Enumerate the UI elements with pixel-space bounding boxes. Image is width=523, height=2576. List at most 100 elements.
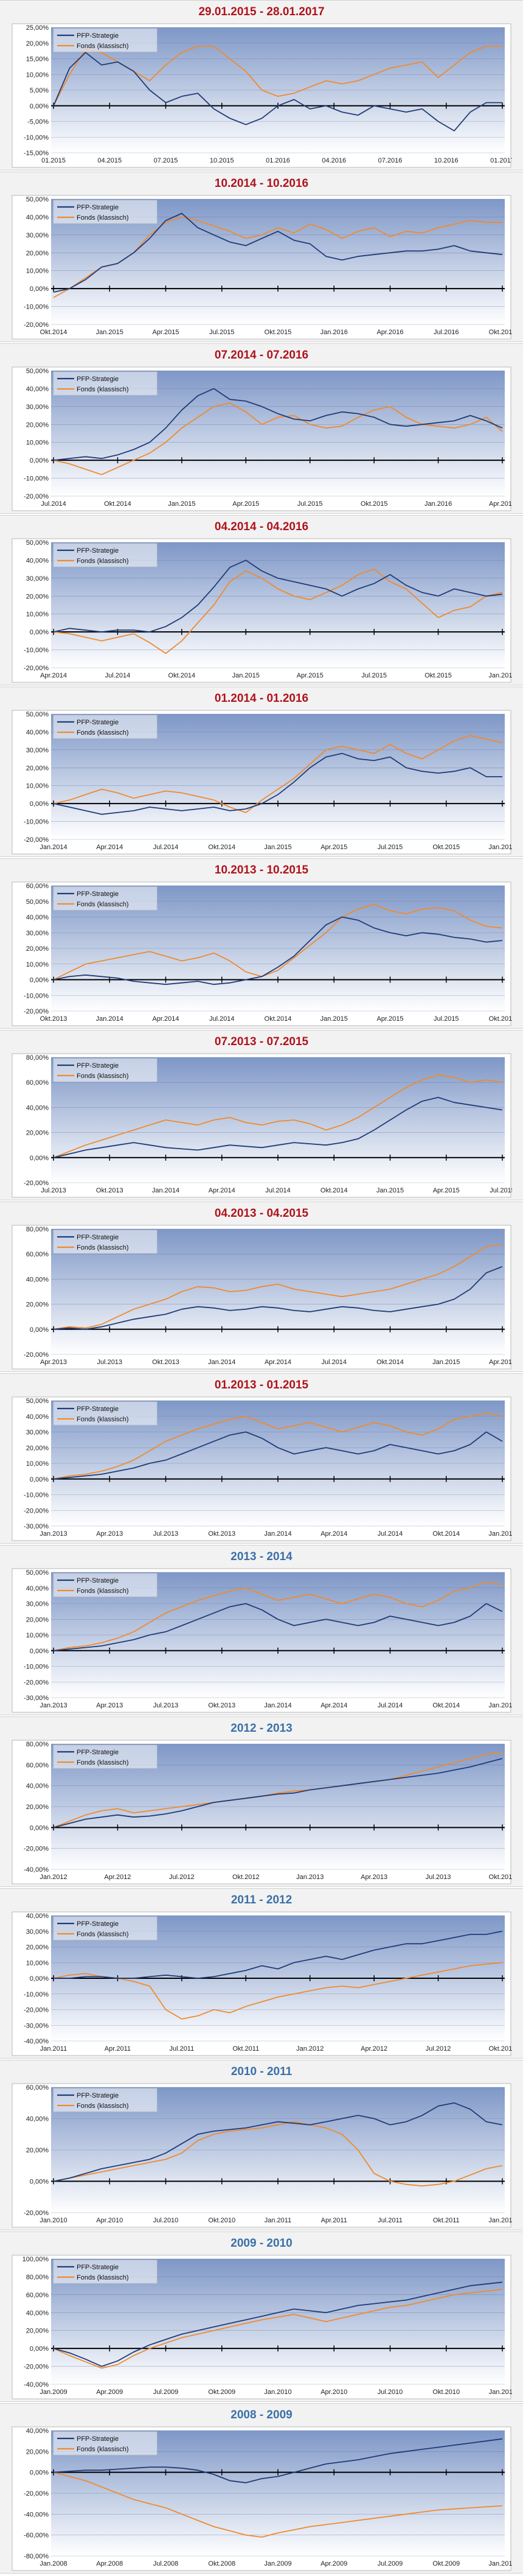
y-tick-label: -10,00%: [24, 475, 49, 483]
y-tick-label: 20,00%: [26, 593, 49, 600]
y-tick-label: -10,00%: [24, 819, 49, 826]
y-tick-label: -20,00%: [24, 2490, 49, 2497]
x-tick-label: Jan.2010: [264, 2389, 291, 2396]
x-tick-label: Apr.2009: [96, 2389, 123, 2396]
x-tick-label: Jul.2011: [169, 2045, 194, 2053]
x-tick-label: Apr.2014: [152, 1015, 179, 1023]
y-tick-label: -20,00%: [24, 665, 49, 672]
y-tick-label: -5,00%: [27, 119, 49, 126]
x-tick-label: Jul.2013: [41, 1187, 66, 1194]
chart-title: 01.2014 - 01.2016: [214, 692, 309, 705]
chart-panel: 29.01.2015 - 28.01.2017 25,00% 20,00% 15,00…: [0, 0, 523, 170]
x-tick-label: Jul.2010: [153, 2217, 179, 2224]
y-tick-label: -20,00%: [24, 493, 49, 500]
x-tick-label: Jan.2012: [40, 1874, 67, 1881]
series-line-fund: [53, 735, 503, 813]
x-tick-label: Jan.2012: [488, 2217, 512, 2224]
chart-title: 2008 - 2009: [230, 2409, 293, 2421]
chart-panel: 2011 - 2012 40,00% 30,00% 20,00% 10,00% 0,00%…: [0, 1888, 523, 2059]
series-line-fund: [53, 1962, 503, 2020]
y-tick-label: 0,00%: [30, 1975, 49, 1983]
y-tick-label: -20,00%: [24, 2007, 49, 2014]
y-tick-label: 0,00%: [30, 1476, 49, 1483]
y-tick-label: -10,00%: [24, 304, 49, 311]
y-tick-label: -10,00%: [24, 134, 49, 141]
y-tick-label: 20,00%: [26, 40, 49, 47]
x-tick-label: Jan.2015: [232, 672, 260, 679]
y-tick-label: 0,00%: [30, 629, 49, 636]
legend-label-strategy: PFP-Strategie: [77, 1405, 119, 1413]
x-tick-label: 07.2016: [378, 157, 403, 164]
y-tick-label: 0,00%: [30, 457, 49, 464]
y-tick-label: 20,00%: [26, 1804, 49, 1811]
y-tick-label: 30,00%: [26, 747, 49, 754]
series-line-strategy: [53, 2102, 503, 2182]
y-tick-label: 20,00%: [26, 1444, 49, 1452]
y-tick-label: 30,00%: [26, 1429, 49, 1437]
chart-panel: 2012 - 2013 80,00% 60,00% 40,00% 20,00% 0,00%…: [0, 1717, 523, 1887]
x-tick-label: Apr.2015: [297, 672, 324, 679]
chart-title: 10.2014 - 10.2016: [214, 177, 309, 190]
x-tick-label: Apr.2010: [320, 2389, 347, 2396]
y-tick-label: 20,00%: [26, 1616, 49, 1623]
y-tick-label: -30,00%: [24, 1695, 49, 1702]
series-line-strategy: [53, 52, 502, 131]
y-tick-label: 30,00%: [26, 575, 49, 583]
x-tick-label: Apr.2012: [361, 2045, 387, 2053]
x-tick-label: Apr.2014: [209, 1187, 235, 1194]
y-tick-label: -40,00%: [24, 2381, 49, 2389]
y-tick-label: -20,00%: [24, 2210, 49, 2217]
legend-box: [53, 200, 158, 224]
x-tick-label: Jul.2013: [426, 1874, 451, 1881]
x-tick-label: Okt.2014: [104, 500, 131, 508]
legend-label-fund: Fonds (klassisch): [77, 1244, 129, 1251]
y-tick-label: 80,00%: [26, 1054, 49, 1062]
series-line-fund: [53, 2289, 503, 2369]
legend-label-fund: Fonds (klassisch): [77, 558, 129, 565]
y-tick-label: 80,00%: [26, 2273, 49, 2281]
y-tick-label: 40,00%: [26, 2427, 49, 2435]
line-chart: 50,00% 40,00% 30,00% 20,00% 10,00% 0,00% -10,0…: [12, 195, 512, 340]
y-tick-label: 50,00%: [26, 196, 49, 203]
x-tick-label: Okt.2013: [152, 1359, 179, 1366]
legend-box: [53, 1573, 158, 1597]
chart-panel: 2008 - 2009 40,00% 20,00% 0,00% -20,00% -40,0…: [0, 2403, 523, 2574]
legend-label-fund: Fonds (klassisch): [77, 43, 129, 50]
x-tick-label: Okt.2013: [96, 1187, 123, 1194]
legend-box: [53, 1916, 158, 1941]
legend-box: [53, 1230, 158, 1254]
x-tick-label: Okt.2013: [208, 1530, 235, 1538]
y-tick-label: 15,00%: [26, 56, 49, 63]
legend: PFP-Strategie Fonds (klassisch): [53, 28, 158, 52]
y-tick-label: 10,00%: [26, 783, 49, 790]
legend-label-strategy: PFP-Strategie: [77, 891, 119, 898]
x-tick-label: Jul.2010: [378, 2389, 403, 2396]
legend-label-fund: Fonds (klassisch): [77, 1587, 129, 1595]
line-chart: 50,00% 40,00% 30,00% 20,00% 10,00% 0,00% -10,0…: [12, 538, 512, 683]
x-tick-label: Apr.2014: [265, 1359, 291, 1366]
x-tick-label: Jul.2014: [321, 1359, 347, 1366]
y-tick-label: 20,00%: [26, 2328, 49, 2335]
x-tick-label: 01.2017: [490, 157, 512, 164]
x-tick-label: Okt.2015: [265, 329, 292, 336]
x-tick-label: Okt.2014: [432, 1702, 460, 1709]
x-tick-label: Jan.2014: [264, 1530, 291, 1538]
x-tick-label: Jan.2015: [488, 1530, 512, 1538]
y-tick-label: 20,00%: [26, 2147, 49, 2154]
chart-panel: 01.2014 - 01.2016 50,00% 40,00% 30,00% 20,00…: [0, 687, 523, 857]
legend: PFP-Strategie Fonds (klassisch): [53, 1058, 158, 1082]
line-chart: 50,00% 40,00% 30,00% 20,00% 10,00% 0,00% -10,0…: [12, 1568, 512, 1713]
y-tick-label: 5,00%: [30, 87, 49, 94]
y-tick-label: 60,00%: [26, 2292, 49, 2299]
legend-label-fund: Fonds (klassisch): [77, 1759, 129, 1766]
x-tick-label: Jan.2009: [264, 2560, 291, 2567]
series-line-strategy: [53, 1431, 503, 1480]
y-tick-label: 10,00%: [26, 439, 49, 447]
x-tick-label: Okt.2014: [432, 1530, 460, 1538]
x-tick-label: Jan.2015: [96, 329, 123, 336]
x-tick-label: Okt.2011: [433, 2217, 460, 2224]
y-tick-label: -20,00%: [24, 321, 49, 329]
legend-label-fund: Fonds (klassisch): [77, 214, 129, 222]
legend-label-fund: Fonds (klassisch): [77, 901, 129, 908]
y-tick-label: 30,00%: [26, 1928, 49, 1936]
